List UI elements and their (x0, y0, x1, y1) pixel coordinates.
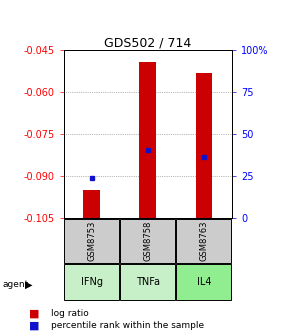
Text: ■: ■ (29, 308, 39, 318)
Bar (195, 73, 212, 218)
Text: IL4: IL4 (197, 277, 211, 287)
Text: percentile rank within the sample: percentile rank within the sample (51, 322, 204, 330)
Bar (64, 219, 119, 263)
Text: TNFa: TNFa (136, 277, 160, 287)
Text: GSM8763: GSM8763 (200, 221, 209, 261)
Bar (84, 191, 100, 218)
Title: GDS502 / 714: GDS502 / 714 (104, 36, 191, 49)
Bar (120, 264, 175, 300)
Text: ▶: ▶ (25, 280, 32, 290)
Bar (139, 61, 156, 218)
Text: IFNg: IFNg (81, 277, 103, 287)
Bar (120, 219, 175, 263)
Text: GSM8753: GSM8753 (87, 221, 96, 261)
Bar (177, 219, 231, 263)
Bar (177, 264, 231, 300)
Text: ■: ■ (29, 321, 39, 331)
Text: agent: agent (3, 281, 29, 289)
Bar (64, 264, 119, 300)
Text: GSM8758: GSM8758 (143, 221, 153, 261)
Text: log ratio: log ratio (51, 309, 88, 318)
